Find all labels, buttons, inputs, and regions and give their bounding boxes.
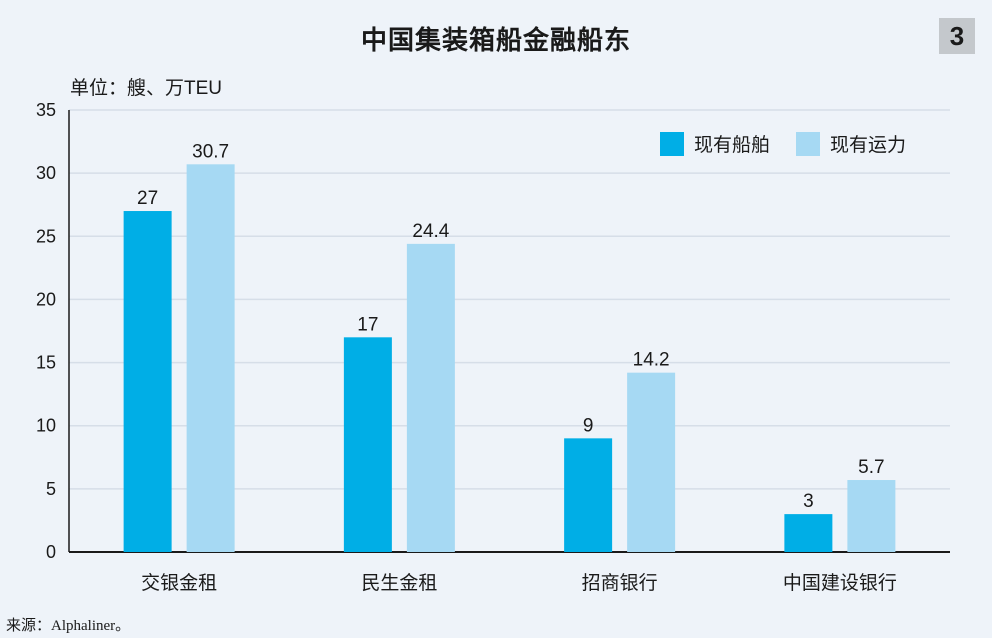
value-label: 14.2 (633, 350, 670, 371)
x-category-label: 交银金租 (141, 572, 217, 594)
y-tick-label: 15 (36, 353, 56, 373)
value-label: 9 (583, 415, 594, 436)
value-label: 3 (803, 491, 814, 512)
y-tick-label: 10 (36, 416, 56, 436)
y-tick-label: 0 (46, 542, 56, 562)
y-tick-label: 35 (36, 100, 56, 120)
source-note: 来源：Alphaliner。 (6, 618, 131, 634)
legend-swatch (796, 132, 820, 156)
y-tick-label: 20 (36, 289, 56, 309)
x-category-label: 民生金租 (361, 572, 437, 594)
bar-series-1 (343, 337, 392, 552)
value-label: 24.4 (412, 221, 449, 242)
bar-series-2 (186, 164, 235, 552)
value-label: 27 (137, 188, 158, 209)
value-label: 5.7 (858, 457, 884, 478)
legend-swatch (660, 132, 684, 156)
bar-series-1 (564, 438, 613, 552)
legend-label: 现有运力 (830, 134, 906, 156)
y-tick-label: 5 (46, 479, 56, 499)
y-tick-label: 25 (36, 226, 56, 246)
x-category-label: 中国建设银行 (783, 572, 897, 594)
value-label: 17 (357, 314, 378, 335)
bar-series-2 (627, 372, 676, 552)
figure-number-badge: 3 (939, 18, 975, 54)
value-label: 30.7 (192, 141, 229, 162)
legend-label: 现有船舶 (694, 134, 770, 156)
x-category-label: 招商银行 (582, 572, 658, 594)
chart-title: 中国集装箱船金融船东 (360, 25, 631, 55)
bar-series-2 (847, 480, 896, 552)
bar-series-2 (406, 243, 455, 552)
y-tick-label: 30 (36, 163, 56, 183)
bar-series-1 (123, 211, 172, 552)
unit-label: 单位：艘、万TEU (70, 78, 223, 99)
bar-series-1 (784, 514, 833, 552)
